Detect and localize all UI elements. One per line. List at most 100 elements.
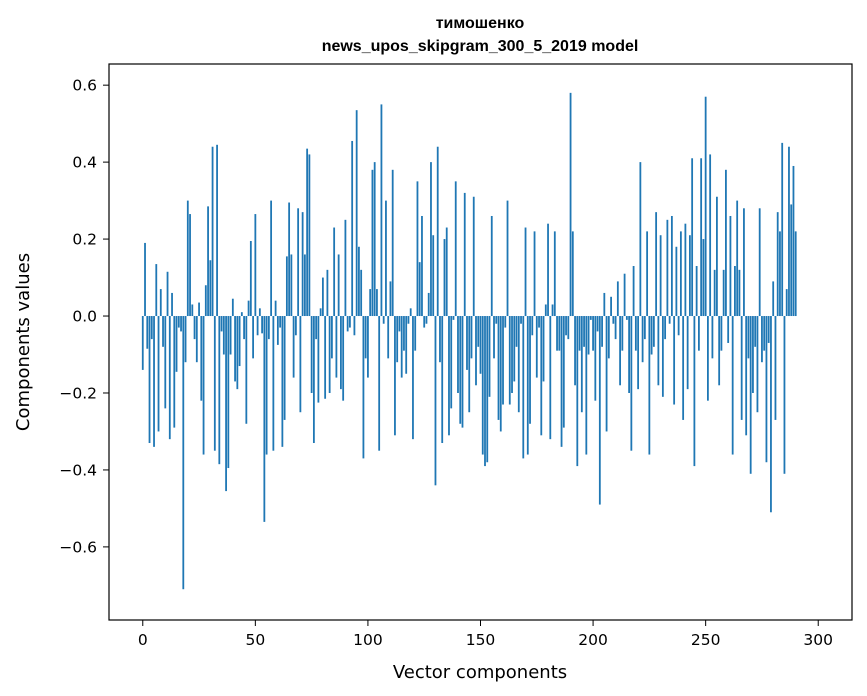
bar xyxy=(720,316,723,351)
bar xyxy=(641,316,644,363)
bar xyxy=(657,316,660,386)
bar xyxy=(544,304,547,317)
bar xyxy=(607,316,610,359)
bar xyxy=(682,316,685,420)
y-tick-label: 0.4 xyxy=(72,154,97,172)
bar xyxy=(634,316,637,351)
bar xyxy=(382,316,385,324)
bar xyxy=(745,316,748,436)
bar xyxy=(601,316,603,347)
bar xyxy=(666,219,669,317)
bar xyxy=(571,231,574,317)
bar xyxy=(459,316,462,424)
bar xyxy=(457,316,459,393)
bar xyxy=(274,300,277,317)
x-tick-label: 200 xyxy=(578,631,608,649)
bar xyxy=(362,316,365,459)
bar xyxy=(522,316,525,459)
bar xyxy=(686,316,689,390)
bar xyxy=(432,235,435,317)
bar xyxy=(756,316,759,413)
bar xyxy=(328,316,331,393)
bar xyxy=(439,316,441,363)
bar xyxy=(303,254,306,317)
bar xyxy=(585,316,588,455)
bar xyxy=(335,316,338,378)
bar xyxy=(468,316,471,413)
bar xyxy=(414,316,417,351)
bar xyxy=(353,316,356,336)
bar xyxy=(639,162,642,317)
chart-title: тимошенко xyxy=(436,15,525,32)
bar xyxy=(598,316,601,505)
bar xyxy=(292,316,295,378)
bar xyxy=(376,289,378,317)
bar xyxy=(324,316,327,399)
bar xyxy=(740,316,743,420)
bar xyxy=(407,316,410,324)
bar xyxy=(153,316,155,447)
bar xyxy=(716,196,718,317)
bar xyxy=(794,231,797,317)
bar xyxy=(619,316,621,386)
bar xyxy=(272,316,275,451)
bar xyxy=(513,316,516,382)
bar xyxy=(216,144,218,317)
bar xyxy=(168,316,171,440)
bar xyxy=(594,316,597,401)
bar xyxy=(218,316,221,465)
bar xyxy=(698,316,700,351)
bar xyxy=(481,316,484,455)
bar xyxy=(463,192,466,317)
bar xyxy=(652,316,655,347)
bar xyxy=(430,162,432,317)
bar xyxy=(398,316,401,332)
bar xyxy=(276,316,279,345)
bar xyxy=(700,158,703,317)
bar xyxy=(452,316,455,320)
bar xyxy=(655,212,658,317)
bar xyxy=(533,231,536,317)
bar xyxy=(578,316,581,351)
bar xyxy=(520,316,522,324)
bar xyxy=(198,302,200,317)
bar xyxy=(191,304,194,317)
bar xyxy=(729,215,732,317)
bar xyxy=(290,254,293,317)
bar xyxy=(592,316,594,351)
bar xyxy=(193,316,196,340)
bar xyxy=(488,316,491,397)
bar xyxy=(736,200,739,317)
bar xyxy=(695,266,698,317)
bar xyxy=(504,316,507,328)
bar xyxy=(247,300,250,317)
bar xyxy=(754,316,757,347)
bar xyxy=(405,316,408,374)
bar xyxy=(517,316,520,413)
bar xyxy=(747,316,750,359)
bar xyxy=(211,146,214,317)
bar xyxy=(175,316,178,372)
bar xyxy=(497,316,500,420)
bar xyxy=(396,316,399,363)
bar xyxy=(308,154,311,317)
bar xyxy=(369,289,372,317)
bar xyxy=(675,246,678,317)
bar xyxy=(360,269,363,317)
bar xyxy=(583,316,585,347)
bar xyxy=(535,316,538,378)
bar xyxy=(565,316,567,336)
bar xyxy=(265,316,268,455)
bar xyxy=(648,316,651,455)
bar xyxy=(358,246,360,317)
bar xyxy=(279,316,282,328)
bar xyxy=(542,316,545,382)
bar xyxy=(605,316,608,432)
bar xyxy=(306,148,309,317)
bar xyxy=(461,316,464,428)
bar xyxy=(373,162,376,317)
bar xyxy=(364,316,367,359)
bar xyxy=(454,181,457,317)
bar xyxy=(342,316,345,401)
y-axis-label: Components values xyxy=(13,253,34,431)
